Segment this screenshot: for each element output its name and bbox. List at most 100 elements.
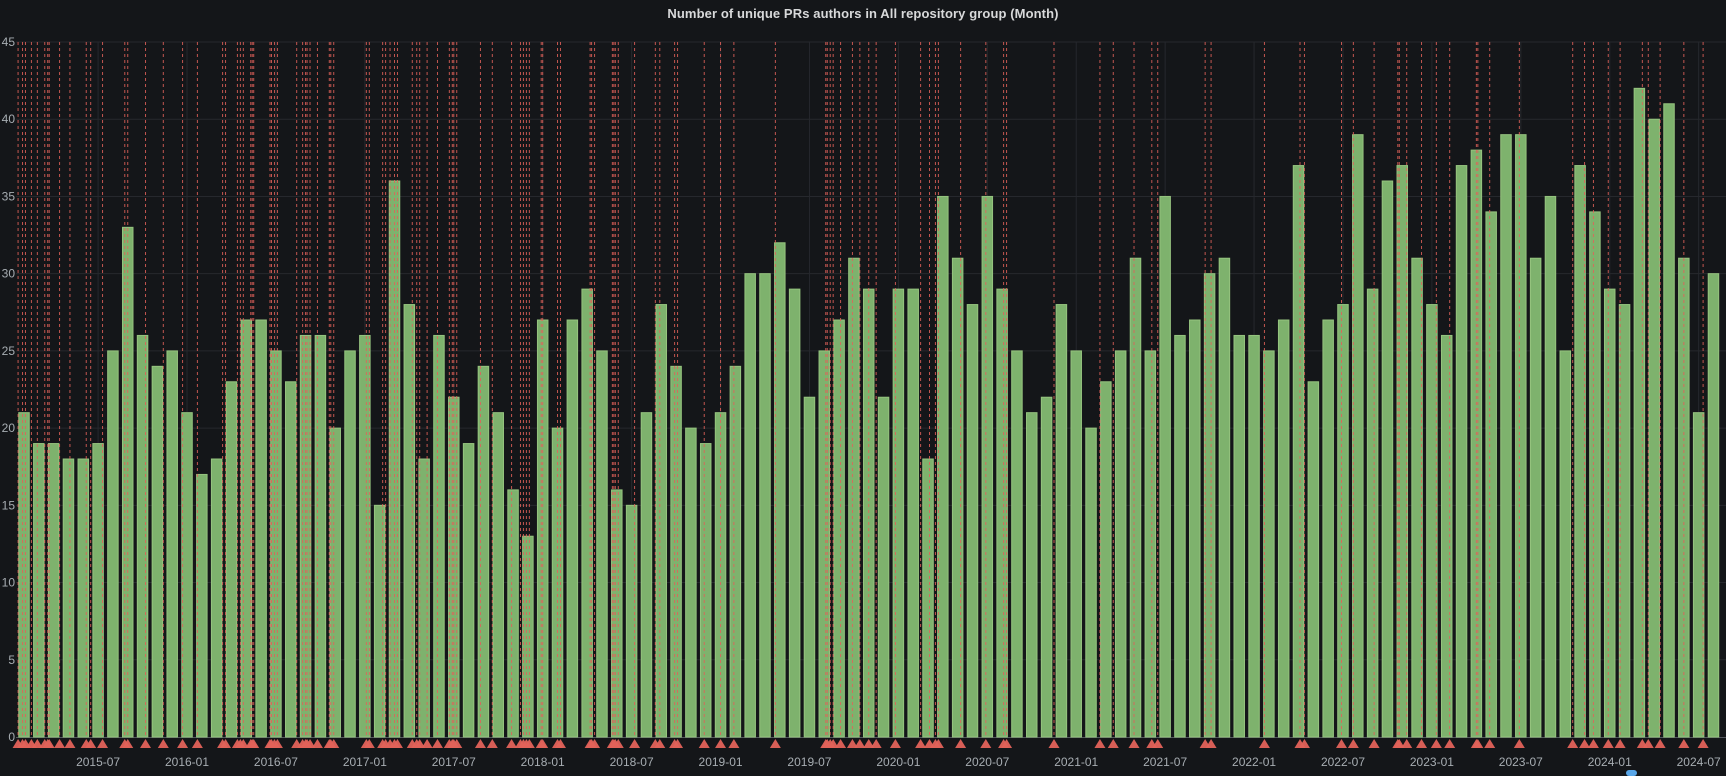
annotation-marker[interactable] [1642,739,1654,748]
bar[interactable] [181,412,193,738]
bar[interactable] [92,443,104,738]
annotation-marker[interactable] [157,739,169,748]
annotation-marker[interactable] [915,739,927,748]
annotation-marker[interactable] [1107,739,1119,748]
bar[interactable] [640,412,653,738]
annotation-marker[interactable] [414,739,426,748]
bar[interactable] [151,365,164,738]
annotation-marker[interactable] [43,739,55,748]
annotation-marker[interactable] [1614,739,1626,748]
annotation-marker[interactable] [304,739,316,748]
bar[interactable] [403,304,416,738]
annotation-marker[interactable] [97,739,109,748]
annotation-marker[interactable] [31,739,43,748]
bar[interactable] [1574,165,1586,738]
annotation-marker[interactable] [846,739,858,748]
annotation-marker[interactable] [612,739,624,748]
annotation-marker[interactable] [1472,739,1484,748]
bar[interactable] [329,427,341,738]
bar[interactable] [1174,334,1186,738]
annotation-marker[interactable] [1444,739,1456,748]
annotation-marker[interactable] [863,739,875,748]
annotation-marker[interactable] [827,739,839,748]
bar[interactable] [359,334,371,738]
bar[interactable] [1529,257,1542,738]
annotation-marker[interactable] [1001,739,1013,748]
bar[interactable] [1707,273,1720,738]
annotation-marker[interactable] [451,739,463,748]
bar[interactable] [1589,211,1601,738]
bar[interactable] [77,458,90,738]
annotation-marker[interactable] [1513,739,1525,748]
annotation-marker[interactable] [1602,739,1614,748]
bar[interactable] [1396,165,1409,738]
bar[interactable] [1411,257,1423,738]
bar[interactable] [1203,273,1216,738]
bar[interactable] [1263,350,1275,738]
bar[interactable] [833,319,845,738]
annotation-marker[interactable] [728,739,740,748]
annotation-marker[interactable] [715,739,727,748]
annotation-marker[interactable] [955,739,967,748]
annotation-marker[interactable] [835,739,847,748]
annotation-marker[interactable] [1393,739,1405,748]
annotation-marker[interactable] [523,739,535,748]
panel-title[interactable]: Number of unique PRs authors in All repo… [667,6,1059,21]
bar[interactable] [107,350,119,738]
annotation-marker[interactable] [1416,739,1428,748]
bar[interactable] [1692,412,1705,738]
annotation-marker[interactable] [177,739,189,748]
bar[interactable] [18,412,30,738]
annotation-marker[interactable] [629,739,641,748]
annotation-marker[interactable] [506,739,518,748]
bar[interactable] [1559,350,1572,738]
annotation-marker[interactable] [1401,739,1413,748]
annotation-marker[interactable] [220,739,232,748]
annotation-marker[interactable] [1430,739,1442,748]
bar[interactable] [1011,350,1023,738]
bar[interactable] [1055,304,1068,738]
bar[interactable] [625,504,638,738]
annotation-marker[interactable] [311,739,323,748]
bar[interactable] [1337,304,1349,738]
annotation-marker[interactable] [769,739,781,748]
bar[interactable] [166,350,178,738]
annotation-marker[interactable] [248,739,260,748]
bar[interactable] [462,443,475,738]
bar[interactable] [907,288,919,738]
bar[interactable] [344,350,356,738]
bar[interactable] [255,319,267,738]
bar[interactable] [655,304,668,738]
annotation-marker[interactable] [854,739,866,748]
bar[interactable] [996,288,1008,738]
bar[interactable] [714,412,727,738]
bar[interactable] [477,365,490,738]
bar[interactable] [1129,257,1142,738]
bar[interactable] [1322,319,1334,738]
annotation-marker[interactable] [1678,739,1690,748]
bar[interactable] [818,350,831,738]
bar[interactable] [225,381,238,738]
bar[interactable] [507,489,519,738]
annotation-marker[interactable] [1048,739,1060,748]
bar[interactable] [759,273,771,738]
annotation-marker[interactable] [1258,739,1270,748]
bar[interactable] [596,350,608,738]
annotation-marker[interactable] [486,739,498,748]
annotation-marker[interactable] [1579,739,1591,748]
bar[interactable] [285,381,297,738]
bar[interactable] [314,334,327,738]
annotation-marker[interactable] [1484,739,1496,748]
annotation-marker[interactable] [1298,739,1310,748]
bar[interactable] [774,242,786,738]
annotation-marker[interactable] [85,739,97,748]
bar[interactable] [1366,288,1379,738]
annotation-marker[interactable] [328,739,340,748]
bar[interactable] [699,443,712,738]
bar[interactable] [937,195,949,738]
annotation-marker[interactable] [271,739,283,748]
bar[interactable] [981,195,994,738]
bar[interactable] [1277,319,1290,738]
annotation-marker[interactable] [140,739,152,748]
